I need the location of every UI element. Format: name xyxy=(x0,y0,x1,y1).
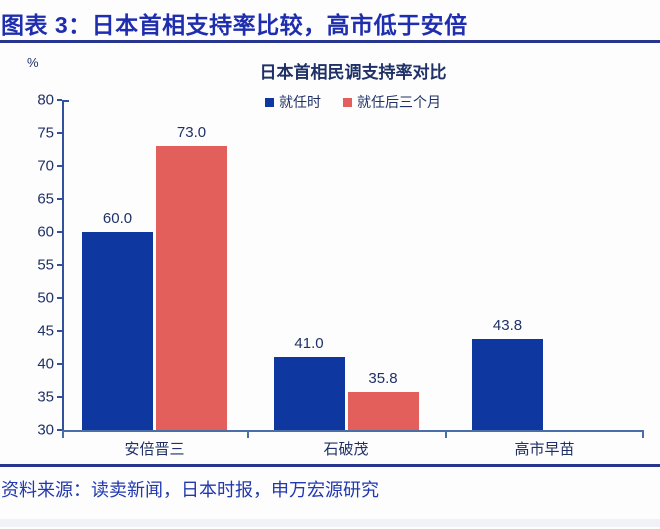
y-tick-label: 75 xyxy=(37,124,54,142)
x-tick-mark xyxy=(642,430,644,438)
figure-bottom-rule xyxy=(0,464,660,467)
legend-swatch-icon xyxy=(265,97,274,107)
y-tick-mark xyxy=(57,297,62,299)
category-label-0: 安倍晋三 xyxy=(124,441,185,458)
y-tick-label: 35 xyxy=(37,388,54,406)
bar-group-1: 41.0 35.8 xyxy=(247,100,445,430)
bar-2-series-0: 43.8 xyxy=(472,317,543,430)
bar-value-label: 60.0 xyxy=(102,210,133,227)
legend-item-0: 就任时 xyxy=(265,92,321,112)
y-tick-mark xyxy=(57,165,62,167)
y-tick-mark xyxy=(57,264,62,266)
bar-value-label: 43.8 xyxy=(492,316,523,334)
legend-item-1: 就任后三个月 xyxy=(343,92,441,112)
y-tick-label: 30 xyxy=(37,421,54,439)
y-tick-mark xyxy=(57,363,62,365)
category-label-2: 高市早苗 xyxy=(514,441,575,458)
bar-group-0: 60.0 73.0 xyxy=(62,100,247,430)
chart-title: 日本首相民调支持率对比 xyxy=(259,63,447,82)
chart-legend: 就任时 就任后三个月 xyxy=(62,92,644,112)
x-tick-mark xyxy=(445,430,447,438)
bar-0-series-0: 60.0 xyxy=(82,210,153,430)
legend-label: 就任时 xyxy=(279,94,321,110)
y-axis-top-tick xyxy=(62,100,69,102)
y-tick-mark xyxy=(57,99,62,101)
y-axis-unit-label: % xyxy=(27,55,39,70)
y-tick-label: 50 xyxy=(37,289,54,307)
bar-value-label: 73.0 xyxy=(176,124,207,142)
y-tick-mark xyxy=(57,231,62,233)
y-tick-label: 70 xyxy=(37,157,54,175)
bar-1-series-1: 35.8 xyxy=(347,370,419,430)
bar-value-label: 35.8 xyxy=(368,369,398,387)
bar-value-label: 41.0 xyxy=(294,335,324,353)
caption-underline xyxy=(0,40,660,43)
figure-caption: 图表 3：日本首相支持率比较，高市低于安倍 xyxy=(1,12,468,38)
y-tick-label: 40 xyxy=(37,355,54,373)
x-axis-line xyxy=(62,430,644,432)
y-tick-label: 55 xyxy=(37,256,54,274)
y-axis-line xyxy=(62,100,64,432)
x-tick-mark xyxy=(62,430,64,438)
y-tick-label: 60 xyxy=(37,223,54,241)
bar-1-series-0: 41.0 xyxy=(273,335,345,430)
plot-area: 80 75 70 65 60 55 50 45 40 35 30 60.0 73.0 安倍晋三 41.0 35… xyxy=(37,92,644,458)
y-tick-mark xyxy=(57,198,62,200)
legend-label: 就任后三个月 xyxy=(357,94,441,110)
y-tick-label: 65 xyxy=(37,190,54,208)
bottom-edge-artifact xyxy=(0,519,660,527)
legend-swatch-icon xyxy=(343,97,352,107)
bar-0-series-1: 73.0 xyxy=(156,124,227,430)
category-label-1: 石破茂 xyxy=(323,441,369,458)
y-tick-mark xyxy=(57,429,62,431)
y-tick-label: 80 xyxy=(37,91,54,109)
y-tick-mark xyxy=(57,396,62,398)
source-note: 资料来源：读卖新闻，日本时报，申万宏源研究 xyxy=(1,480,379,500)
y-tick-label: 45 xyxy=(37,322,54,340)
y-tick-mark xyxy=(57,132,62,134)
bar-group-2: 43.8 xyxy=(445,100,644,430)
y-tick-mark xyxy=(57,330,62,332)
x-tick-mark xyxy=(247,430,249,438)
